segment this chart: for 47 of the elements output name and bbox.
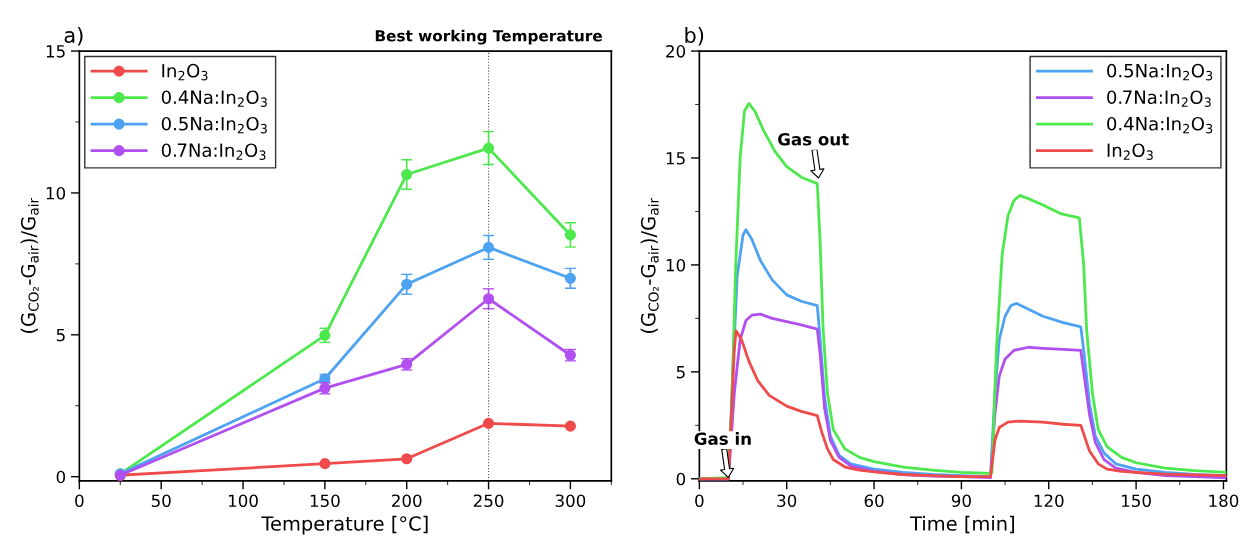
chart-title: a) [64,26,83,46]
legend-label: 0.5Na:In$_{2}$O$_{3}$ [1107,63,1213,81]
point [483,417,495,429]
x-tick-label: 60 [864,494,884,508]
y-tick-label: 15 [666,152,685,165]
y-axis-title: (G$_{CO₂}$-G$_{air}$)/G$_{air}$ [20,197,39,333]
y-axis-title: (G$_{CO₂}$-G$_{air}$)/G$_{air}$ [640,197,659,333]
x-tick-label: 180 [1209,494,1239,508]
x-tick-label: 0 [75,494,84,508]
legend-label: In$_{2}$O$_{3}$ [1107,143,1153,160]
x-tick-label: 50 [151,494,171,508]
y-tick-label: 10 [46,186,66,200]
legend-label: 0.4Na:In$_{2}$O$_{3}$ [161,90,267,107]
x-tick-label: 250 [473,494,504,508]
annotation: Gas out [778,132,849,146]
x-tick-label: 150 [1122,494,1151,508]
x-axis-title: Temperature [°C] [261,515,428,535]
x-tick-label: 200 [392,494,422,508]
x-tick-label: 100 [228,494,258,508]
x-tick-label: 120 [1034,494,1064,508]
y-tick-label: 5 [676,366,685,379]
legend-label: 0.7Na:In$_{2}$O$_{3}$ [1107,90,1211,107]
x-tick-label: 30 [777,494,797,508]
x-axis-title: Time [min] [910,515,1014,534]
legend-label: 0.7Na:In$_{2}$O$_{3}$ [161,143,266,160]
y-tick-label: 5 [56,328,65,342]
ref-line-label: Best working Temperature [375,29,602,45]
point [564,272,576,284]
point [483,241,495,253]
legend-label: 0.4Na:In$_{2}$O$_{3}$ [1107,116,1213,134]
legend-label: 0.5Na:In$_{2}$O$_{3}$ [161,116,267,134]
point [319,458,331,470]
point [564,420,576,432]
y-tick-label: 0 [56,470,66,484]
y-tick-label: 0 [676,472,686,486]
x-tick-label: 0 [695,494,704,508]
y-tick-label: 15 [46,45,65,58]
x-tick-label: 150 [310,494,340,508]
point [483,293,495,305]
point [401,453,413,465]
annotation: Gas in [694,432,751,445]
x-tick-label: 300 [555,494,586,508]
legend-label: In$_{2}$O$_{3}$ [162,63,208,81]
x-tick-label: 90 [951,494,971,508]
y-tick-label: 10 [666,258,686,272]
chart-title: b) [685,26,704,46]
y-tick-label: 20 [666,45,686,58]
